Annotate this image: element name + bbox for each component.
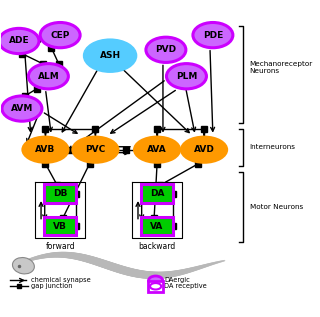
Ellipse shape — [193, 23, 233, 48]
Text: AVB: AVB — [35, 145, 56, 154]
Ellipse shape — [146, 37, 186, 62]
Text: Interneurons: Interneurons — [250, 144, 296, 150]
Text: PVD: PVD — [155, 45, 176, 54]
Text: PLM: PLM — [176, 72, 197, 81]
Text: ASH: ASH — [100, 51, 121, 60]
Ellipse shape — [71, 136, 119, 164]
Text: PVC: PVC — [85, 145, 106, 154]
Ellipse shape — [180, 136, 228, 164]
Text: ALM: ALM — [37, 72, 59, 81]
FancyBboxPatch shape — [141, 217, 173, 236]
Ellipse shape — [12, 257, 34, 274]
Text: VB: VB — [53, 222, 67, 230]
Text: VA: VA — [150, 222, 164, 230]
Text: DA: DA — [150, 189, 164, 198]
Text: chemical synapse: chemical synapse — [31, 277, 91, 283]
Text: ADE: ADE — [9, 36, 29, 46]
Ellipse shape — [166, 64, 206, 89]
Text: AVM: AVM — [11, 104, 33, 113]
Text: backward: backward — [139, 242, 176, 251]
Text: DAergic: DAergic — [164, 277, 190, 283]
Ellipse shape — [0, 28, 39, 54]
FancyBboxPatch shape — [44, 217, 76, 236]
Ellipse shape — [150, 283, 161, 289]
FancyBboxPatch shape — [44, 184, 76, 203]
Text: gap junction: gap junction — [31, 283, 72, 289]
Text: CEP: CEP — [51, 31, 70, 40]
Text: AVD: AVD — [194, 145, 214, 154]
Ellipse shape — [21, 136, 69, 164]
Text: PDE: PDE — [203, 31, 223, 40]
Ellipse shape — [148, 276, 163, 285]
Ellipse shape — [28, 64, 68, 89]
Ellipse shape — [2, 96, 42, 121]
Text: DB: DB — [53, 189, 67, 198]
Text: Mechanoreceptor
Neurons: Mechanoreceptor Neurons — [250, 61, 313, 74]
Text: forward: forward — [45, 242, 75, 251]
Ellipse shape — [84, 40, 136, 72]
FancyBboxPatch shape — [141, 184, 173, 203]
Ellipse shape — [133, 136, 181, 164]
Text: AVA: AVA — [147, 145, 167, 154]
Ellipse shape — [40, 23, 80, 48]
Text: Motor Neurons: Motor Neurons — [250, 204, 303, 210]
Text: DA receptive: DA receptive — [164, 283, 207, 289]
FancyBboxPatch shape — [148, 281, 163, 292]
